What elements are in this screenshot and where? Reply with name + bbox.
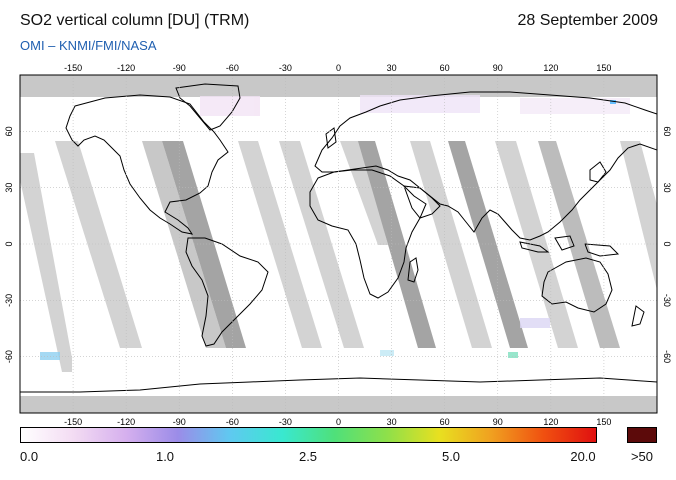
lat-labels-right: 60 30 0 -30 -60 <box>662 126 672 363</box>
lon-tick-label: 0 <box>336 417 341 427</box>
colorbar-label-3: 5.0 <box>441 449 461 464</box>
lat-tick-label: 30 <box>662 183 672 193</box>
lon-tick-label: -60 <box>226 417 239 427</box>
lon-tick-label: -150 <box>64 417 82 427</box>
colorbar-label-1: 1.0 <box>155 449 175 464</box>
lon-tick-label: -120 <box>117 63 135 73</box>
lat-tick-label: 60 <box>4 126 14 136</box>
lon-tick-label: -30 <box>279 417 292 427</box>
lat-tick-label: 30 <box>4 183 14 193</box>
lon-tick-label: 120 <box>543 417 558 427</box>
so2-low-values <box>40 95 630 360</box>
lon-tick-label: 90 <box>493 63 503 73</box>
map-frame <box>19 74 658 414</box>
lon-tick-label: -60 <box>226 63 239 73</box>
map-title: SO2 vertical column [DU] (TRM) <box>20 12 250 29</box>
colorbar-label-0: 0.0 <box>20 449 39 464</box>
lat-tick-label: 60 <box>662 126 672 136</box>
lat-labels-left: 60 30 0 -30 -60 <box>4 126 14 363</box>
lon-tick-label: 60 <box>440 63 450 73</box>
lon-tick-label: 30 <box>387 63 397 73</box>
lon-tick-label: 120 <box>543 63 558 73</box>
colorbar-max-swatch <box>627 427 657 443</box>
map-date: 28 September 2009 <box>517 12 658 29</box>
lon-tick-label: -30 <box>279 63 292 73</box>
colorbar-gradient <box>20 427 597 443</box>
lat-tick-label: -30 <box>662 294 672 307</box>
lat-tick-label: 0 <box>662 241 672 246</box>
colorbar-label-4: 20.0 <box>570 449 596 464</box>
orbit-gap-swaths <box>20 141 657 372</box>
lon-labels-bottom: -150 -120 -90 -60 -30 0 30 60 90 120 150 <box>64 417 611 427</box>
lon-tick-label: -90 <box>173 417 186 427</box>
lon-tick-label: 90 <box>493 417 503 427</box>
lon-tick-label: 150 <box>596 417 611 427</box>
lon-labels-top: -150 -120 -90 -60 -30 0 30 60 90 120 150 <box>64 63 611 73</box>
lon-tick-label: 0 <box>336 63 341 73</box>
south-polar-no-data <box>20 396 657 413</box>
lat-tick-label: -60 <box>662 350 672 363</box>
lon-tick-label: 30 <box>387 417 397 427</box>
lat-tick-label: -60 <box>4 350 14 363</box>
coastlines <box>20 83 657 393</box>
lat-tick-label: 0 <box>4 241 14 246</box>
data-credit: OMI – KNMI/FMI/NASA <box>20 38 157 53</box>
lat-tick-label: -30 <box>4 294 14 307</box>
colorbar-label-5: >50 <box>630 449 654 464</box>
colorbar-label-2: 2.5 <box>298 449 318 464</box>
lon-tick-label: -120 <box>117 417 135 427</box>
lon-tick-label: -150 <box>64 63 82 73</box>
lon-tick-label: 60 <box>440 417 450 427</box>
lon-tick-label: -90 <box>173 63 186 73</box>
lon-tick-label: 150 <box>596 63 611 73</box>
gridlines <box>20 75 657 413</box>
